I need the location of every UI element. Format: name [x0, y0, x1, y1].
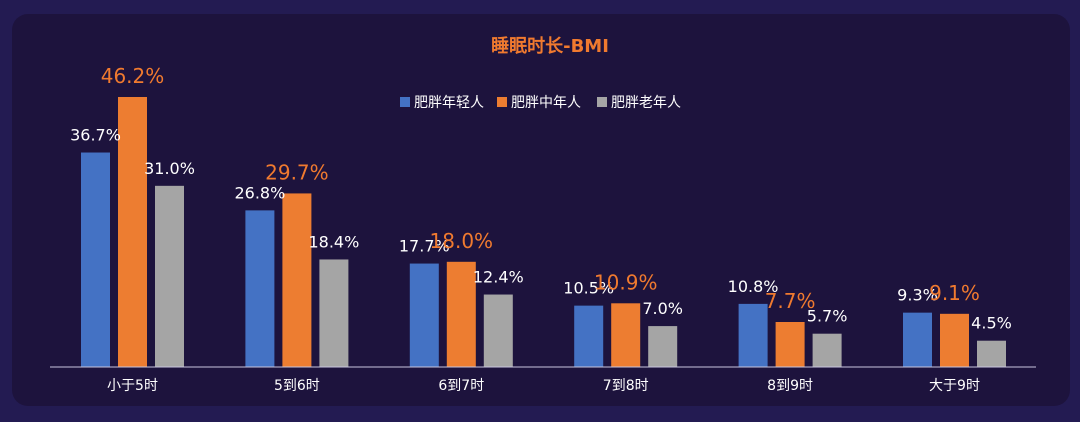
legend-label-1: 肥胖年轻人 — [414, 95, 484, 111]
legend-label-3: 肥胖老年人 — [611, 95, 681, 111]
bar-1-1[interactable] — [81, 152, 110, 367]
bar-3-3[interactable] — [483, 294, 513, 367]
legend-swatch-3 — [597, 97, 607, 107]
bar-3-2[interactable] — [446, 261, 476, 367]
bar-6-3[interactable] — [977, 340, 1006, 367]
bar-5-1[interactable] — [738, 303, 768, 367]
data-label-1-1: 36.7% — [70, 126, 121, 145]
bar-4-2[interactable] — [611, 303, 641, 367]
chart-title: 睡眠时长-BMI — [491, 36, 609, 57]
bar-2-3[interactable] — [319, 259, 349, 367]
category-label-3: 6到7时 — [438, 378, 484, 394]
data-label-4-2: 10.9% — [594, 270, 658, 294]
bar-4-1[interactable] — [574, 305, 604, 367]
bars — [81, 97, 1006, 367]
data-label-6-1: 9.3% — [897, 286, 938, 305]
bar-6-2[interactable] — [940, 313, 969, 367]
category-label-5: 8到9时 — [767, 378, 813, 394]
data-label-1-2: 46.2% — [101, 64, 165, 88]
bar-2-1[interactable] — [245, 210, 275, 367]
data-label-5-3: 5.7% — [807, 307, 848, 326]
category-label-2: 5到6时 — [274, 378, 320, 394]
data-label-4-1: 10.5% — [563, 279, 614, 298]
data-label-5-1: 10.8% — [728, 277, 779, 296]
chart-panel — [12, 14, 1070, 406]
data-label-3-3: 12.4% — [473, 268, 524, 287]
category-label-6: 大于9时 — [929, 378, 980, 394]
data-label-3-2: 18.0% — [430, 229, 494, 253]
data-label-1-3: 31.0% — [144, 159, 195, 178]
data-label-4-3: 7.0% — [642, 299, 683, 318]
legend: 肥胖年轻人 肥胖中年人 肥胖老年人 — [400, 95, 681, 111]
data-label-6-2: 9.1% — [929, 281, 980, 305]
bar-5-3[interactable] — [812, 333, 842, 367]
bar-2-2[interactable] — [282, 193, 312, 367]
legend-swatch-2 — [497, 97, 507, 107]
category-labels: 小于5时 5到6时 6到7时 7到8时 8到9时 大于9时 — [107, 378, 980, 394]
bar-6-1[interactable] — [903, 312, 932, 367]
data-label-2-1: 26.8% — [234, 183, 285, 202]
category-label-4: 7到8时 — [603, 378, 649, 394]
bar-4-3[interactable] — [648, 326, 678, 367]
bar-3-1[interactable] — [409, 263, 439, 367]
legend-label-2: 肥胖中年人 — [511, 95, 581, 111]
data-label-3-1: 17.7% — [399, 237, 450, 256]
category-label-1: 小于5时 — [107, 378, 158, 394]
data-label-2-3: 18.4% — [308, 232, 359, 251]
bar-1-2[interactable] — [118, 97, 147, 367]
legend-swatch-1 — [400, 97, 410, 107]
data-label-6-3: 4.5% — [971, 314, 1012, 333]
data-label-5-2: 7.7% — [765, 289, 816, 313]
data-label-2-2: 29.7% — [265, 160, 329, 184]
data-labels: 36.7% 46.2% 31.0% 26.8%29.7% 18.4% 17.7%18.0%… — [70, 64, 1012, 333]
bar-1-3[interactable] — [155, 185, 184, 367]
bar-5-2[interactable] — [775, 322, 805, 367]
